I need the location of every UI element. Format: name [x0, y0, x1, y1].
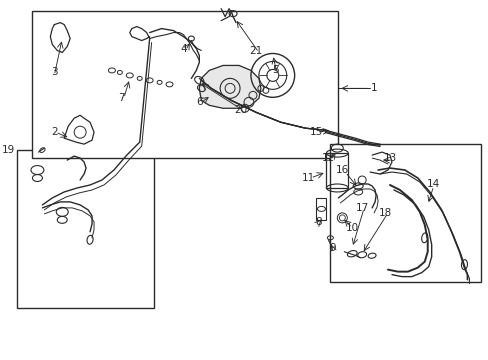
- Text: 16: 16: [335, 165, 348, 175]
- Bar: [326, 153, 347, 188]
- Text: 12: 12: [321, 153, 334, 163]
- Text: 4: 4: [180, 44, 186, 54]
- Text: 6: 6: [196, 97, 202, 107]
- Text: 10: 10: [345, 223, 358, 233]
- Text: 1: 1: [370, 84, 377, 93]
- Bar: [316, 198, 326, 220]
- Text: 8: 8: [315, 217, 321, 227]
- Bar: [330, 144, 480, 282]
- Text: 15: 15: [309, 127, 323, 137]
- Text: 11: 11: [301, 173, 315, 183]
- Text: 20: 20: [234, 105, 247, 115]
- Text: 5: 5: [272, 66, 279, 76]
- Text: 13: 13: [383, 153, 396, 163]
- Bar: [17, 150, 153, 307]
- Text: 18: 18: [378, 208, 391, 218]
- Text: 2: 2: [51, 127, 58, 137]
- Bar: [32, 11, 338, 158]
- Text: 21: 21: [249, 45, 262, 55]
- Text: 3: 3: [51, 67, 58, 77]
- Text: 9: 9: [328, 243, 335, 253]
- Text: 7: 7: [118, 93, 125, 103]
- Polygon shape: [199, 66, 260, 108]
- Text: 14: 14: [426, 179, 439, 189]
- Text: 17: 17: [355, 203, 368, 213]
- Text: 19: 19: [2, 145, 15, 155]
